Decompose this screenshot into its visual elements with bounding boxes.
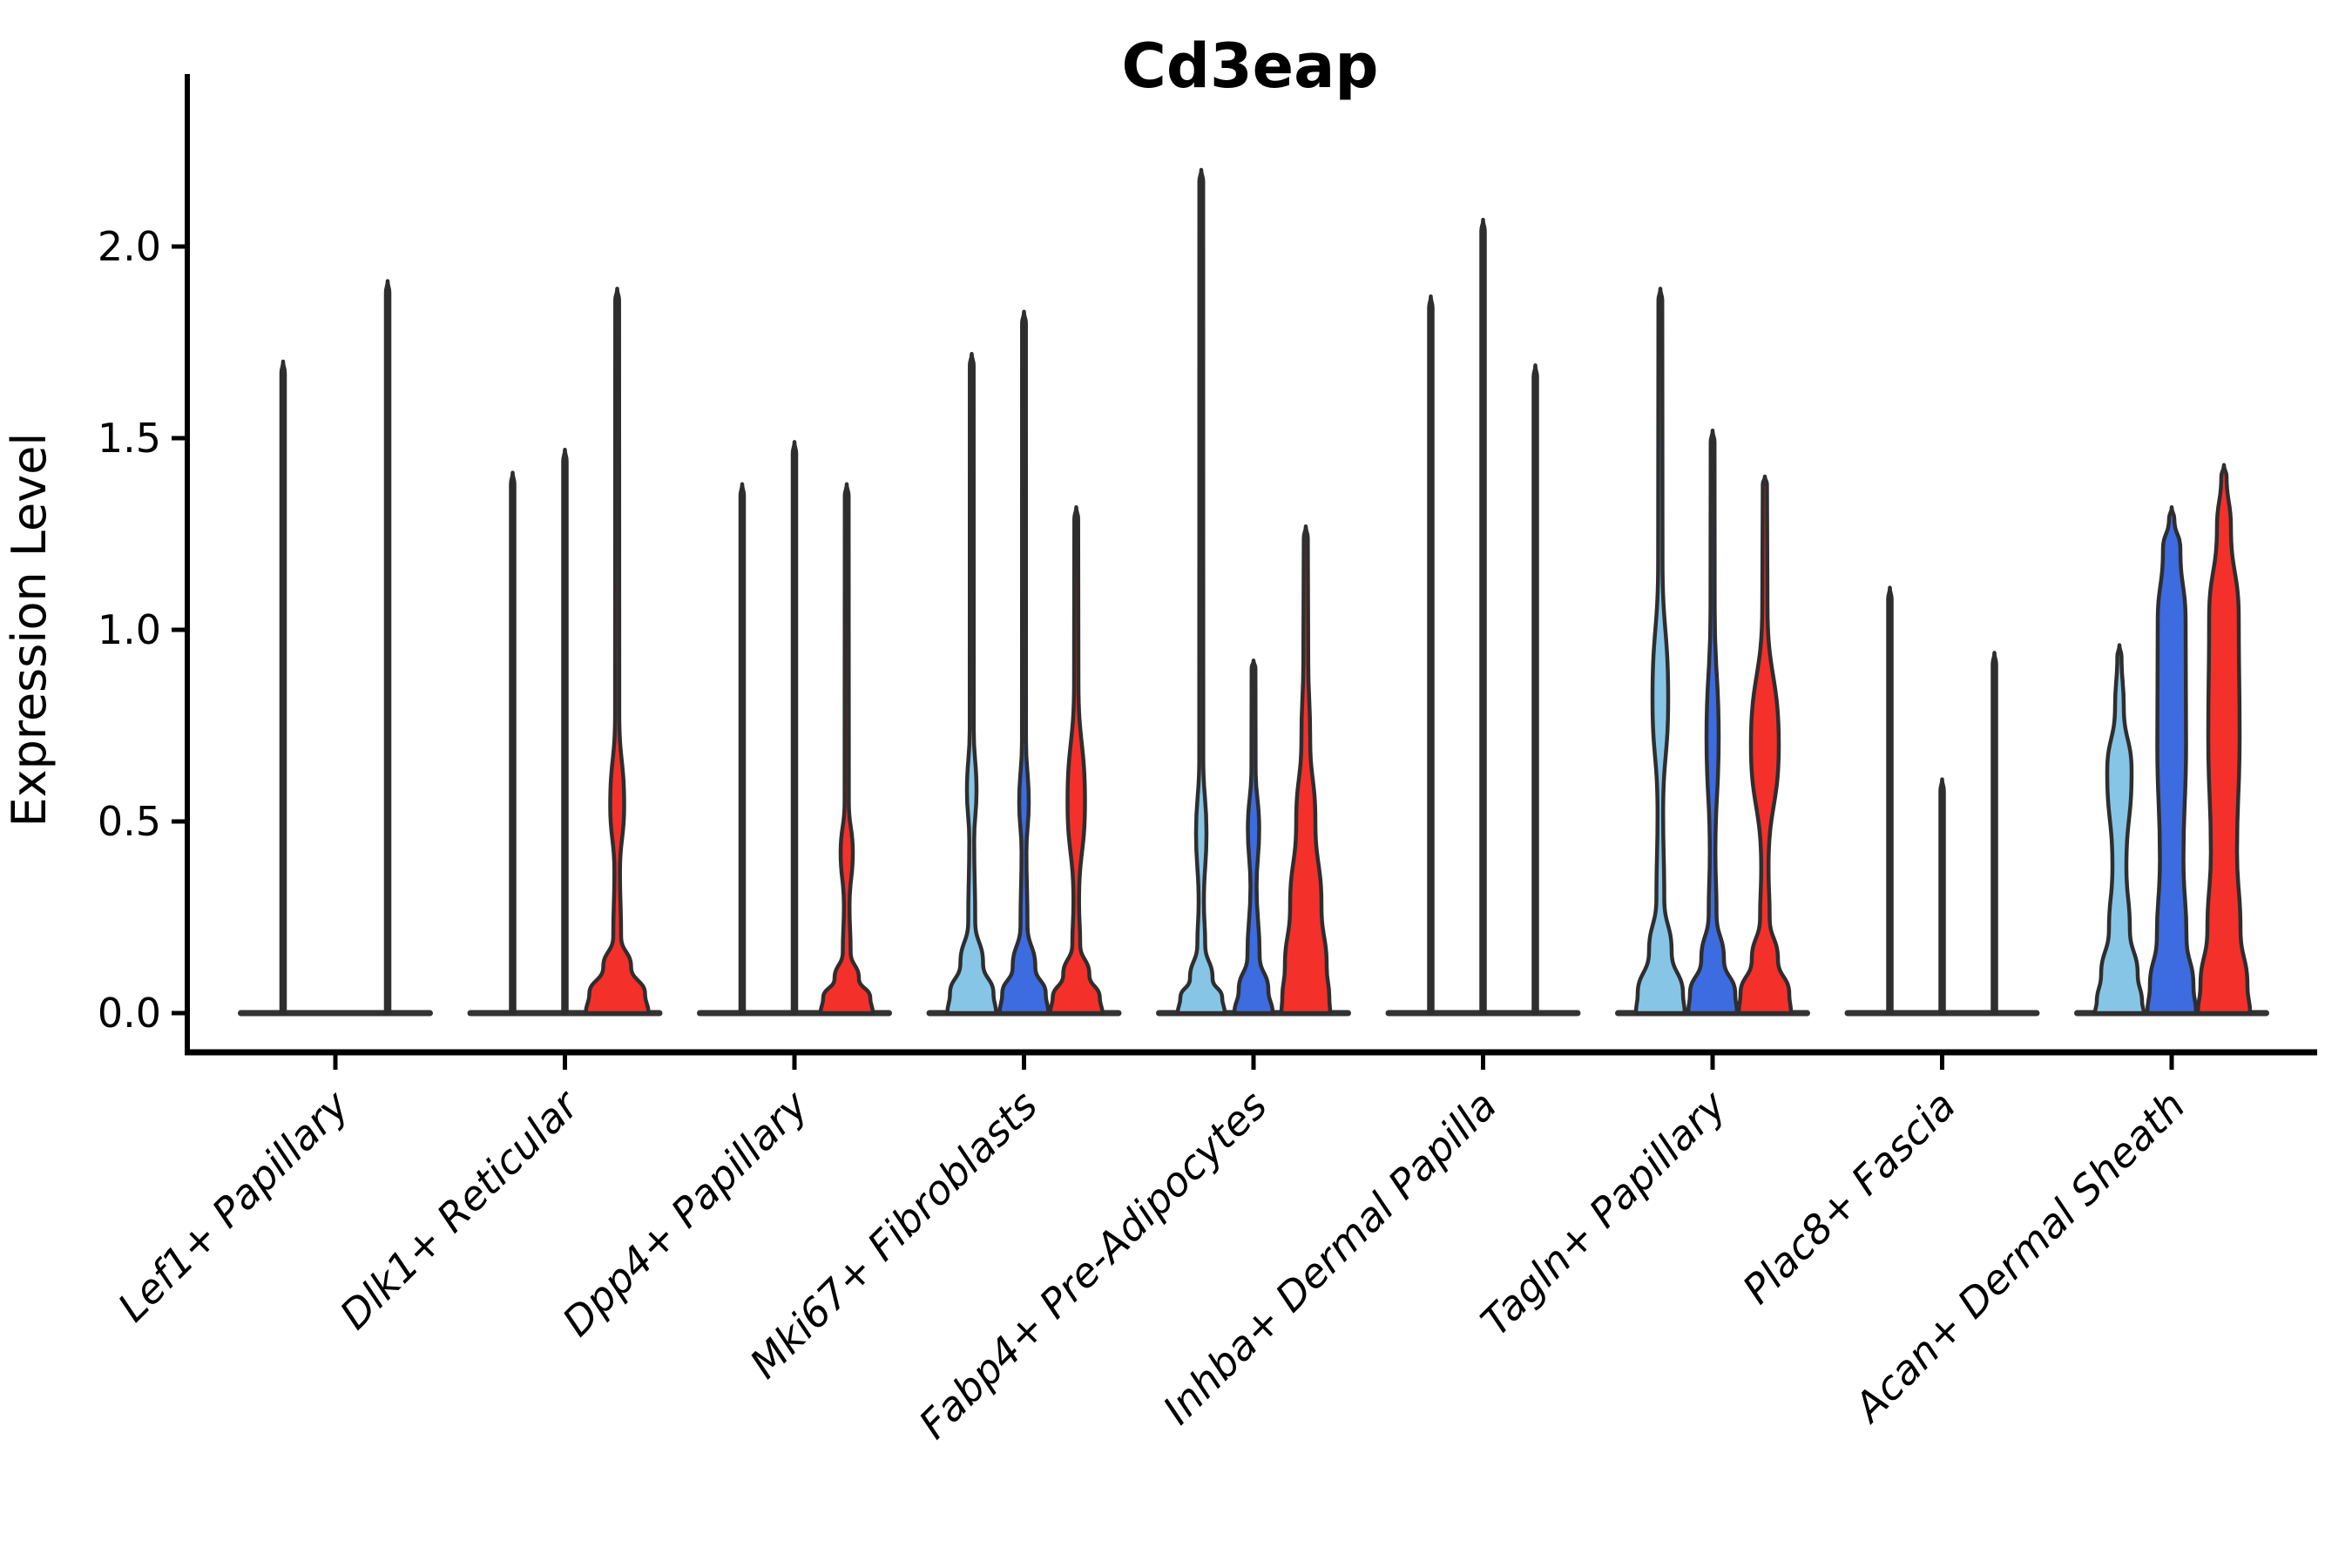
violin-plac8-fascia-sample-1 [1886,585,1894,1016]
violin-mki67-fibroblasts-sample-2 [997,309,1051,1016]
violin-tagln-papillary-sample-2 [1686,428,1740,1016]
violin-dlk1-reticular-sample-1 [509,470,517,1016]
y-tick-label: 1.0 [98,606,161,653]
violin-mki67-fibroblasts-sample-3 [1048,504,1105,1016]
violin-plac8-fascia-sample-3 [1990,651,1998,1016]
y-axis-label: Expression Level [2,433,57,828]
violin-dpp4-papillary-sample-2 [790,440,799,1016]
violin-lef1-papillary-sample-1 [279,359,287,1016]
violin-acan-dermal-sheath-sample-1 [2092,643,2146,1016]
violin-dlk1-reticular-sample-3 [584,287,651,1016]
x-tick-label: Tagln+ Papillary [1471,1081,1735,1345]
violin-lef1-papillary-sample-3 [383,279,392,1016]
x-tick-label: Dpp4+ Papillary [553,1081,817,1345]
violin-dlk1-reticular-sample-2 [561,447,569,1016]
violin-dpp4-papillary-sample-3 [818,482,875,1016]
violin-mki67-fibroblasts-sample-1 [945,351,998,1016]
x-tick-label: Plac8+ Fascia [1734,1082,1964,1313]
violin-fabp4-pre-adipocytes-sample-3 [1279,524,1333,1016]
violin-plac8-fascia-sample-2 [1938,777,1946,1016]
violin-fabp4-pre-adipocytes-sample-2 [1232,658,1275,1016]
violin-inhba-dermal-papilla-sample-3 [1531,363,1539,1016]
violin-inhba-dermal-papilla-sample-1 [1427,294,1435,1016]
violin-tagln-papillary-sample-1 [1633,287,1687,1016]
violin-baseline-bar [238,1010,433,1017]
violin-acan-dermal-sheath-sample-2 [2145,504,2199,1016]
violin-inhba-dermal-papilla-sample-2 [1479,217,1487,1016]
violin-acan-dermal-sheath-sample-3 [2195,463,2253,1016]
y-tick-label: 2.0 [98,223,161,270]
y-tick-label: 0.0 [98,990,161,1037]
violin-tagln-papillary-sample-3 [1736,474,1794,1016]
y-tick-label: 1.5 [98,415,161,462]
x-tick-label: Dlk1+ Reticular [331,1079,590,1338]
y-tick-label: 0.5 [98,798,161,845]
violin-dpp4-papillary-sample-1 [738,482,747,1016]
violin-fabp4-pre-adipocytes-sample-1 [1175,167,1227,1016]
chart-title: Cd3eap [1121,30,1378,102]
x-tick-label: Lef1+ Papillary [109,1081,358,1330]
